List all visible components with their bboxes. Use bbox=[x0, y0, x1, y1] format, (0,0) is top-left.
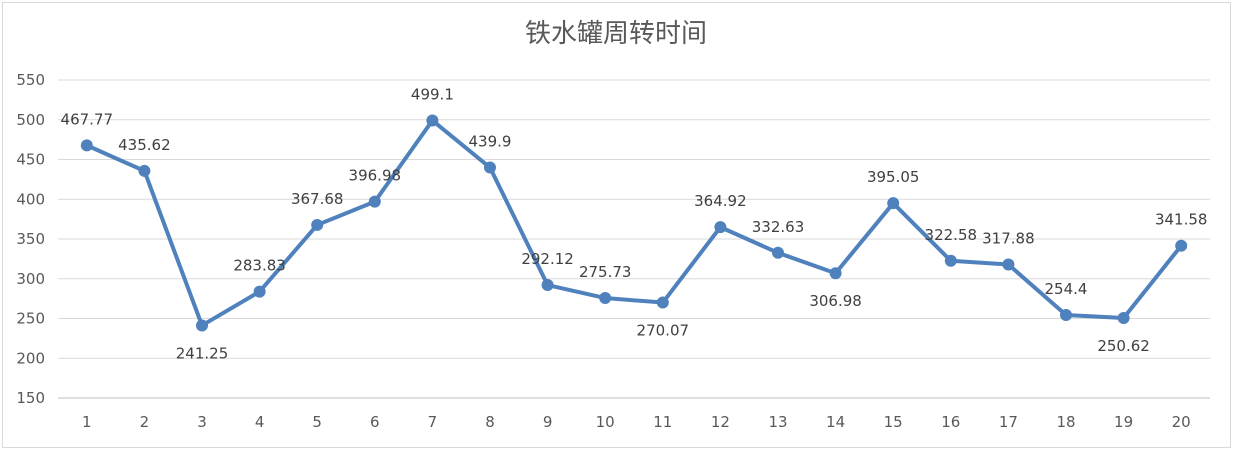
y-tick-label: 250 bbox=[16, 310, 45, 328]
x-tick-label: 13 bbox=[768, 413, 787, 431]
x-tick-label: 9 bbox=[543, 413, 553, 431]
data-point bbox=[253, 285, 266, 298]
data-point bbox=[196, 319, 208, 332]
data-label: 341.58 bbox=[1155, 211, 1208, 229]
data-point bbox=[599, 292, 612, 305]
gridlines bbox=[58, 79, 1210, 399]
x-tick-label: 4 bbox=[255, 413, 265, 431]
x-tick-label: 12 bbox=[711, 413, 730, 431]
x-tick-label: 7 bbox=[428, 413, 438, 431]
y-tick-label: 350 bbox=[16, 230, 45, 248]
data-label: 306.98 bbox=[809, 292, 862, 310]
x-tick-label: 15 bbox=[884, 413, 903, 431]
y-tick-label: 500 bbox=[16, 111, 45, 129]
y-tick-label: 300 bbox=[16, 270, 45, 288]
data-label: 292.12 bbox=[521, 250, 574, 268]
data-label: 499.1 bbox=[411, 85, 454, 103]
data-label: 395.05 bbox=[867, 168, 920, 186]
data-label: 364.92 bbox=[694, 192, 747, 210]
data-label: 435.62 bbox=[118, 136, 171, 154]
data-label: 283.83 bbox=[233, 257, 286, 275]
x-tick-label: 6 bbox=[370, 413, 380, 431]
x-tick-label: 20 bbox=[1172, 413, 1191, 431]
y-tick-label: 550 bbox=[16, 71, 45, 89]
data-point bbox=[484, 161, 496, 174]
x-tick-label: 2 bbox=[140, 413, 150, 431]
x-tick-label: 16 bbox=[941, 413, 960, 431]
data-label: 250.62 bbox=[1097, 337, 1150, 355]
data-point bbox=[1175, 239, 1188, 252]
data-point bbox=[368, 195, 381, 208]
y-tick-label: 450 bbox=[16, 151, 45, 169]
data-point bbox=[80, 139, 93, 152]
data-point bbox=[944, 254, 957, 267]
data-label: 332.63 bbox=[752, 218, 805, 236]
data-label: 317.88 bbox=[982, 230, 1035, 248]
data-label: 439.9 bbox=[469, 133, 512, 151]
x-tick-label: 3 bbox=[197, 413, 207, 431]
x-axis-ticks: 1 2 3 4 5 6 7 8 9 10 11 12 13 14 15 16 17 18 19 20 bbox=[82, 413, 1191, 431]
series-line-group bbox=[84, 118, 1184, 328]
y-axis-ticks: 150 200 250 300 350 400 450 500 550 bbox=[16, 71, 45, 407]
data-point bbox=[426, 114, 439, 127]
data-point bbox=[1060, 309, 1072, 322]
data-point bbox=[541, 279, 554, 292]
series-line bbox=[84, 118, 1184, 328]
x-tick-label: 17 bbox=[999, 413, 1018, 431]
data-label: 254.4 bbox=[1045, 280, 1088, 298]
data-point bbox=[138, 164, 151, 177]
x-tick-label: 5 bbox=[312, 413, 322, 431]
data-label: 322.58 bbox=[925, 226, 978, 244]
data-point bbox=[656, 296, 669, 309]
x-tick-label: 19 bbox=[1114, 413, 1133, 431]
x-tick-label: 8 bbox=[485, 413, 495, 431]
data-point bbox=[714, 221, 727, 234]
chart-title: 铁水罐周转时间 bbox=[525, 19, 707, 49]
data-point bbox=[1002, 258, 1015, 271]
y-tick-label: 200 bbox=[16, 349, 45, 367]
y-tick-label: 150 bbox=[16, 389, 45, 407]
x-tick-label: 1 bbox=[82, 413, 92, 431]
y-tick-label: 400 bbox=[16, 190, 45, 208]
x-tick-label: 14 bbox=[826, 413, 845, 431]
data-label: 396.98 bbox=[349, 167, 402, 185]
data-point bbox=[1117, 312, 1130, 325]
data-label: 467.77 bbox=[61, 110, 114, 128]
data-label: 241.25 bbox=[176, 344, 229, 362]
x-tick-label: 11 bbox=[653, 413, 672, 431]
data-points bbox=[80, 114, 1188, 332]
data-label: 275.73 bbox=[579, 263, 632, 281]
data-point bbox=[829, 267, 842, 280]
data-point bbox=[772, 246, 784, 259]
x-tick-label: 10 bbox=[596, 413, 615, 431]
data-label: 367.68 bbox=[291, 190, 344, 208]
data-point bbox=[887, 197, 900, 210]
x-tick-label: 18 bbox=[1056, 413, 1075, 431]
data-label: 270.07 bbox=[637, 322, 690, 340]
data-point bbox=[311, 218, 324, 231]
